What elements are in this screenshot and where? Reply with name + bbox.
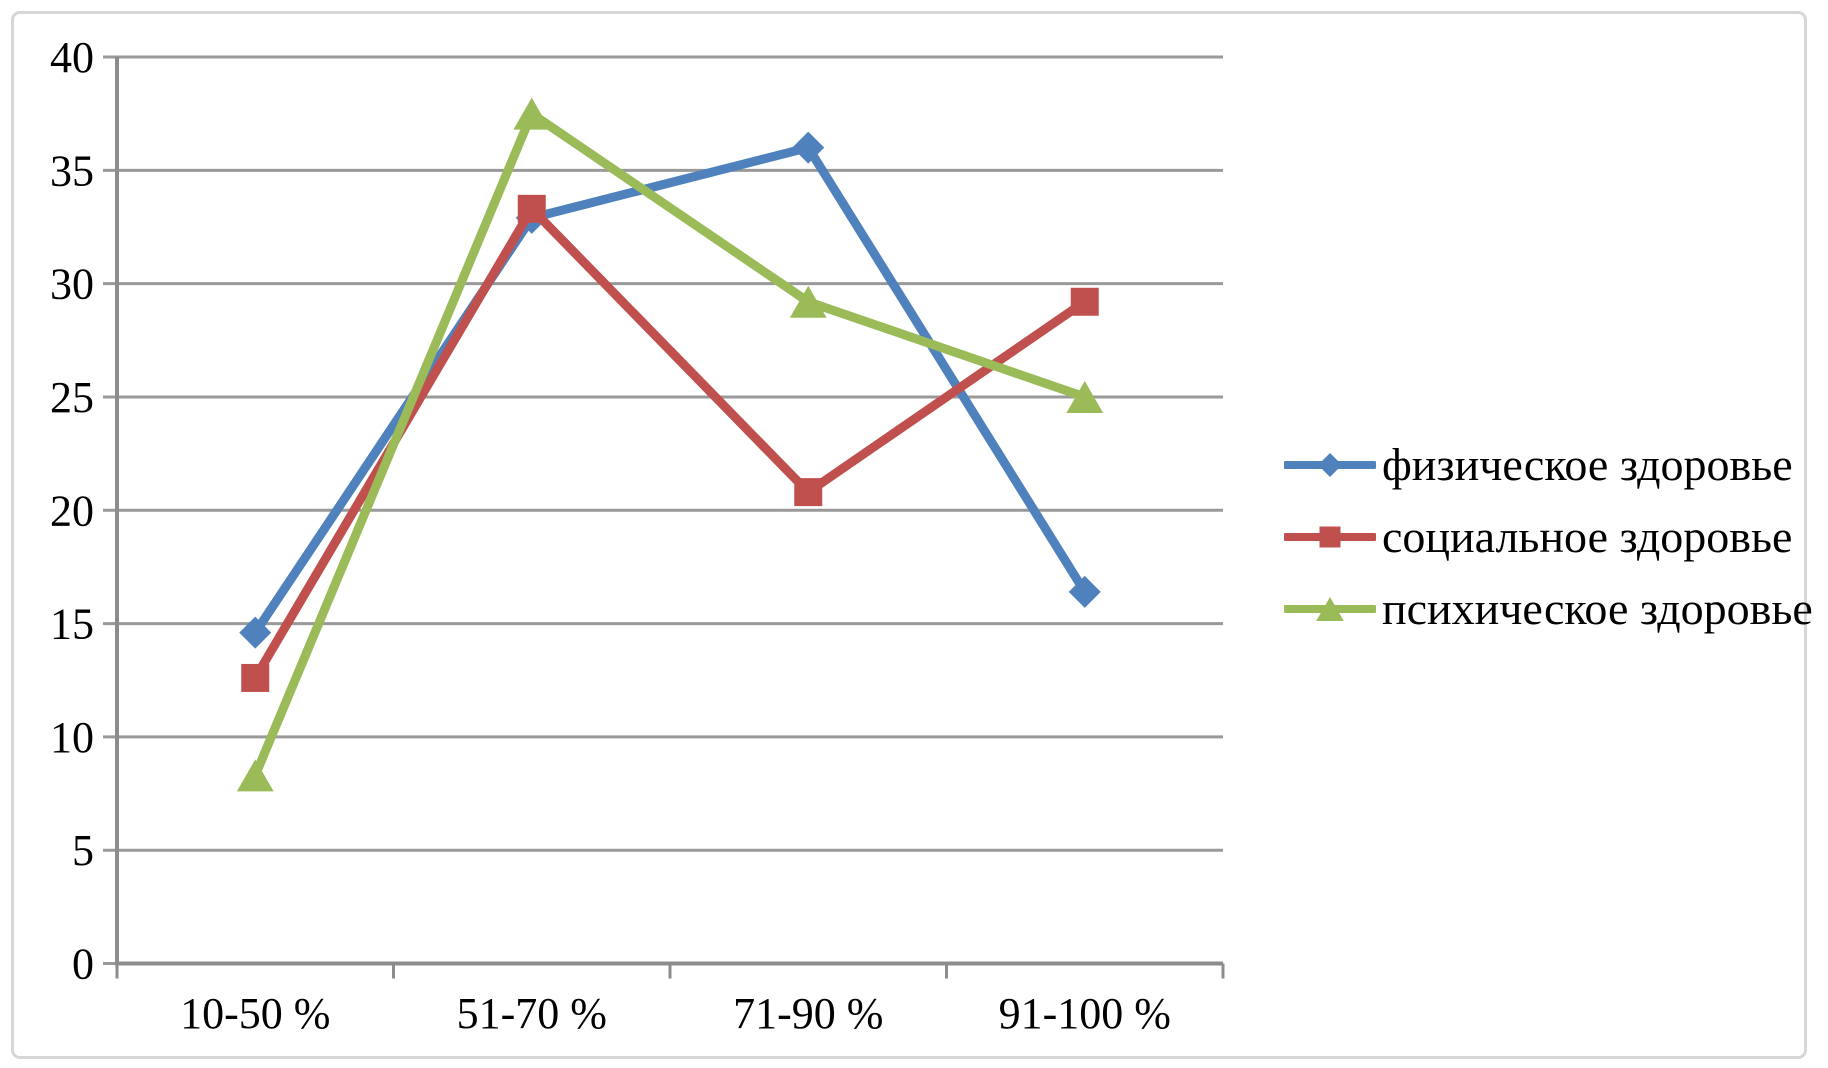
series-line <box>251 106 1087 778</box>
y-tick-label: 30 <box>50 260 94 309</box>
gridlines <box>103 55 1223 965</box>
triangle-marker-icon <box>236 759 274 792</box>
x-category-label: 71-90 % <box>733 989 883 1038</box>
y-axis-tick-labels: 0 5 10 15 20 25 30 35 40 <box>50 33 94 989</box>
triangle-marker-icon <box>1066 380 1104 413</box>
axes <box>115 57 1225 979</box>
triangle-marker-icon <box>513 97 551 130</box>
square-marker-icon <box>517 194 546 223</box>
legend-item: психическое здоровье <box>1284 573 1813 645</box>
legend: физическое здоровье социальное здоровье … <box>1284 429 1813 645</box>
legend-line-marker-icon <box>1284 453 1376 477</box>
y-tick-label: 35 <box>50 146 94 195</box>
y-tick-label: 0 <box>72 940 94 989</box>
legend-item: физическое здоровье <box>1284 429 1813 501</box>
x-axis-category-labels: 10-50 % 51-70 % 71-90 % 91-100 % <box>180 989 1171 1038</box>
y-tick-label: 25 <box>50 373 94 422</box>
legend-line-marker-icon <box>1284 597 1376 621</box>
diamond-marker-icon <box>239 616 272 649</box>
y-tick-label: 5 <box>72 826 94 875</box>
legend-label: психическое здоровье <box>1382 583 1813 634</box>
diamond-marker-icon <box>1068 575 1101 608</box>
diamond-marker-icon <box>1318 453 1342 477</box>
y-tick-label: 40 <box>50 33 94 82</box>
x-category-label: 51-70 % <box>457 989 607 1038</box>
series-line <box>251 142 1089 636</box>
square-marker-icon <box>794 478 823 507</box>
legend-item: социальное здоровье <box>1284 501 1813 573</box>
legend-label: социальное здоровье <box>1382 511 1793 562</box>
series-plots <box>236 97 1104 792</box>
square-marker-icon <box>241 663 270 692</box>
y-tick-label: 15 <box>50 600 94 649</box>
diamond-marker-icon <box>792 131 825 164</box>
x-category-label: 91-100 % <box>999 989 1171 1038</box>
triangle-marker-icon <box>789 285 827 318</box>
square-marker-icon <box>1319 526 1341 548</box>
square-marker-icon <box>1070 287 1099 316</box>
triangle-marker-icon <box>1316 597 1344 621</box>
y-tick-label: 20 <box>50 486 94 535</box>
legend-label: физическое здоровье <box>1382 439 1793 490</box>
legend-line-marker-icon <box>1284 526 1376 548</box>
y-tick-label: 10 <box>50 713 94 762</box>
x-category-label: 10-50 % <box>180 989 330 1038</box>
